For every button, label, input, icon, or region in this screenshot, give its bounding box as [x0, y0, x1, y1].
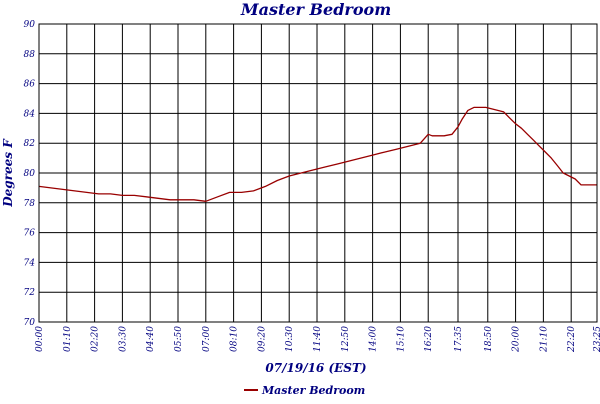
x-tick-label: 16:20	[424, 326, 434, 352]
y-tick-label: 90	[24, 20, 36, 30]
y-tick-label: 76	[24, 229, 36, 239]
y-tick-label: 84	[24, 109, 36, 119]
y-axis-title: Degrees F	[1, 138, 15, 208]
x-tick-label: 21:10	[539, 326, 549, 353]
x-tick-label: 10:30	[285, 326, 295, 352]
series-line-master-bedroom	[38, 106, 597, 202]
chart-title: Master Bedroom	[240, 0, 391, 19]
x-tick-label: 05:50	[174, 326, 184, 352]
legend-label: Master Bedroom	[261, 384, 365, 397]
x-tick-label: 18:50	[484, 326, 494, 352]
y-tick-label: 70	[24, 318, 36, 328]
x-tick-label: 15:10	[396, 326, 406, 352]
plot-frame	[38, 23, 598, 323]
x-tick-label: 08:10	[230, 326, 240, 352]
y-tick-label: 80	[24, 169, 36, 179]
x-tick-label: 11:40	[313, 326, 323, 352]
y-tick-label: 74	[24, 258, 36, 268]
x-tick-label: 23:25	[593, 326, 600, 353]
series-layer	[38, 106, 597, 202]
x-tick-label: 00:00	[35, 326, 45, 352]
x-tick-label: 03:30	[118, 326, 128, 352]
x-tick-label: 12:50	[341, 326, 351, 352]
y-tick-label: 88	[24, 50, 36, 60]
x-tick-label: 22:20	[567, 326, 577, 353]
x-tick-label: 01:10	[63, 326, 73, 352]
y-tick-label: 82	[24, 139, 36, 149]
x-tick-labels: 00:00 01:10 02:20 03:30 04:40 05:50 07:00 08:10…	[35, 326, 600, 353]
x-tick-label: 17:35	[454, 326, 464, 352]
y-tick-labels: 70 72 74 76 78 80 82 84 86 88 90	[24, 20, 36, 328]
x-tick-label: 02:20	[91, 326, 101, 352]
grid	[38, 23, 598, 323]
x-tick-label: 07:00	[202, 326, 212, 352]
legend: Master Bedroom	[244, 384, 365, 397]
x-axis-title: 07/19/16 (EST)	[265, 361, 366, 375]
x-tick-label: 20:00	[512, 326, 522, 353]
x-tick-label: 04:40	[146, 326, 156, 352]
x-tick-label: 14:00	[369, 326, 379, 352]
x-tick-label: 09:20	[257, 326, 267, 352]
y-tick-label: 72	[24, 288, 36, 298]
y-tick-label: 86	[24, 80, 36, 90]
y-tick-label: 78	[24, 199, 36, 209]
